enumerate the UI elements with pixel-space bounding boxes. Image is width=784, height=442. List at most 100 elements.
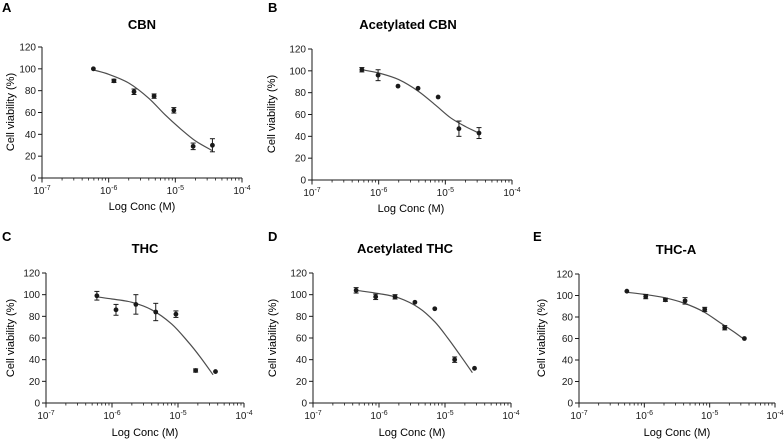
x-tick-label: 10-7 bbox=[570, 410, 587, 422]
y-tick-label: 60 bbox=[25, 108, 37, 119]
x-tick-label: 10-5 bbox=[437, 187, 454, 199]
fit-curve bbox=[356, 289, 473, 374]
chart-title: Acetylated CBN bbox=[359, 17, 457, 32]
data-point bbox=[353, 287, 359, 293]
data-point bbox=[412, 299, 418, 305]
y-tick-label: 60 bbox=[29, 334, 41, 345]
y-tick-label: 100 bbox=[23, 290, 40, 301]
panel-b: B Acetylated CBN Cell viability (%) Log … bbox=[266, 0, 521, 215]
y-tick-label: 20 bbox=[25, 152, 37, 163]
x-tick-label: 10-5 bbox=[701, 410, 718, 422]
y-tick-label: 40 bbox=[296, 355, 308, 366]
data-point bbox=[624, 288, 630, 294]
x-tick-label: 10-6 bbox=[103, 410, 120, 422]
x-tick-label: 10-6 bbox=[100, 185, 117, 197]
data-point bbox=[359, 67, 365, 73]
x-tick-label: 10-7 bbox=[37, 410, 54, 422]
x-tick-label: 10-4 bbox=[235, 410, 252, 422]
data-point bbox=[111, 78, 117, 84]
y-tick-label: 100 bbox=[19, 64, 36, 75]
data-point bbox=[476, 130, 482, 136]
data-point bbox=[173, 311, 179, 317]
y-tick-label: 80 bbox=[29, 312, 41, 323]
data-point bbox=[133, 302, 139, 307]
data-point bbox=[210, 142, 215, 148]
y-tick-label: 100 bbox=[289, 66, 306, 77]
y-axis-label: Cell viability (%) bbox=[536, 299, 548, 377]
fit-curve bbox=[96, 296, 214, 376]
data-point bbox=[153, 309, 159, 315]
fit-curve bbox=[93, 69, 213, 152]
y-tick-label: 0 bbox=[567, 399, 573, 410]
data-point bbox=[722, 325, 728, 331]
panel-d: D Acetylated THC Cell viability (%) Log … bbox=[267, 229, 520, 439]
y-axis-label: Cell viability (%) bbox=[266, 75, 278, 153]
x-tick-label: 10-4 bbox=[766, 410, 783, 422]
y-tick-label: 80 bbox=[562, 313, 574, 324]
x-axis-label: Log Conc (M) bbox=[379, 427, 446, 439]
y-tick-label: 0 bbox=[301, 399, 307, 410]
data-point bbox=[643, 294, 649, 299]
plot-area: 0 20 40 60 80 100 120 10-7 10-6 10-5 10-4 bbox=[19, 43, 250, 198]
y-tick-label: 0 bbox=[30, 174, 36, 185]
x-tick-label: 10-4 bbox=[502, 410, 519, 422]
data-point bbox=[472, 365, 477, 371]
plot-area: 0 20 40 60 80 100 120 10-7 10-6 10-5 10-4 bbox=[556, 270, 783, 423]
y-tick-label: 60 bbox=[295, 110, 307, 121]
y-tick-label: 40 bbox=[25, 130, 37, 141]
panel-letter: B bbox=[268, 0, 277, 15]
x-tick-label: 10-6 bbox=[370, 410, 387, 422]
data-point bbox=[662, 297, 668, 303]
plot-area: 0 20 40 60 80 100 120 10-7 10-6 10-5 10-4 bbox=[289, 45, 520, 200]
y-tick-label: 20 bbox=[296, 377, 308, 388]
y-tick-label: 20 bbox=[562, 377, 574, 388]
x-axis-label: Log Conc (M) bbox=[644, 427, 711, 439]
y-tick-label: 20 bbox=[29, 377, 41, 388]
panel-letter: C bbox=[2, 229, 12, 244]
chart-title: THC bbox=[132, 241, 159, 256]
chart-title: THC-A bbox=[656, 242, 697, 257]
x-tick-label: 10-6 bbox=[636, 410, 653, 422]
y-tick-label: 80 bbox=[25, 86, 37, 97]
y-axis-label: Cell viability (%) bbox=[267, 299, 279, 377]
y-tick-label: 120 bbox=[23, 269, 40, 280]
data-point bbox=[682, 298, 688, 304]
x-tick-label: 10-4 bbox=[503, 187, 520, 199]
x-tick-label: 10-5 bbox=[167, 185, 184, 197]
fit-curve bbox=[361, 69, 480, 134]
data-point bbox=[741, 336, 747, 341]
y-tick-label: 40 bbox=[29, 355, 41, 366]
data-point bbox=[94, 293, 100, 299]
data-point bbox=[190, 143, 196, 149]
data-point bbox=[702, 307, 708, 312]
panel-c: C THC Cell viability (%) Log Conc (M) 0 2… bbox=[2, 229, 253, 439]
chart-title: CBN bbox=[128, 17, 156, 32]
y-tick-label: 20 bbox=[295, 154, 307, 165]
x-tick-label: 10-6 bbox=[370, 187, 387, 199]
data-point bbox=[113, 307, 119, 313]
y-tick-label: 120 bbox=[290, 269, 307, 280]
plot-area: 0 20 40 60 80 100 120 10-7 10-6 10-5 10-4 bbox=[290, 269, 519, 423]
x-axis-label: Log Conc (M) bbox=[109, 201, 176, 213]
y-tick-label: 100 bbox=[290, 290, 307, 301]
x-tick-label: 10-7 bbox=[303, 187, 320, 199]
y-axis-label: Cell viability (%) bbox=[5, 73, 17, 151]
y-axis-label: Cell viability (%) bbox=[5, 299, 17, 377]
y-tick-label: 60 bbox=[562, 334, 574, 345]
y-tick-label: 120 bbox=[289, 45, 306, 56]
data-point bbox=[392, 294, 398, 300]
data-point bbox=[432, 306, 438, 312]
data-point bbox=[373, 294, 379, 300]
data-point bbox=[213, 369, 218, 374]
data-point bbox=[375, 72, 381, 78]
x-tick-label: 10-7 bbox=[304, 410, 321, 422]
y-tick-label: 80 bbox=[296, 312, 308, 323]
x-axis-label: Log Conc (M) bbox=[112, 427, 179, 439]
x-tick-label: 10-5 bbox=[436, 410, 453, 422]
chart-title: Acetylated THC bbox=[357, 241, 454, 256]
panel-e: E THC-A Cell viability (%) Log Conc (M) … bbox=[533, 229, 784, 439]
y-tick-label: 120 bbox=[19, 43, 36, 54]
y-tick-label: 0 bbox=[34, 399, 40, 410]
data-point bbox=[171, 107, 177, 113]
